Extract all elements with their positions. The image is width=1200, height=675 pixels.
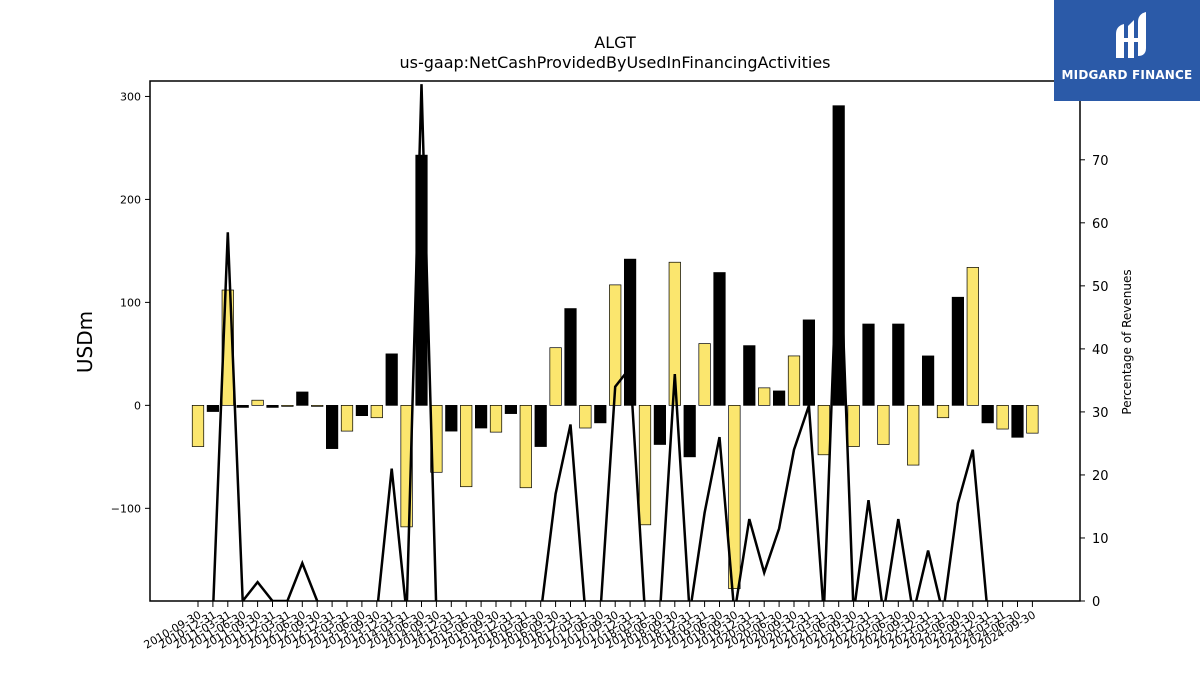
bar [534, 405, 547, 447]
bar [668, 261, 681, 406]
chart-title: ALGT [594, 33, 636, 52]
bar [445, 405, 458, 432]
bar [921, 355, 935, 406]
y-axis-ticks: −100 0 100 200 300 [111, 90, 150, 515]
bar [594, 405, 607, 424]
bar [966, 267, 979, 406]
bar [1026, 405, 1039, 434]
y-axis-label: USDm [73, 311, 97, 373]
bar [191, 405, 205, 447]
bar [251, 399, 264, 406]
bar [787, 355, 801, 406]
bar [266, 405, 279, 408]
bar [758, 387, 771, 406]
y2-axis-ticks: 0 10 20 30 40 50 60 70 [1080, 154, 1109, 610]
bar [400, 405, 413, 528]
bar [981, 405, 994, 424]
bar [713, 272, 726, 406]
bar [862, 323, 875, 406]
bar [847, 405, 860, 447]
bar [519, 405, 532, 489]
y2-tick-label: 60 [1092, 217, 1109, 232]
bar [743, 345, 756, 406]
y2-tick-label: 20 [1092, 469, 1109, 484]
logo-text: MIDGARD FINANCE [1061, 68, 1193, 82]
y-tick-label: 100 [120, 296, 141, 309]
bar [951, 296, 965, 406]
bar [996, 405, 1009, 430]
bar [296, 391, 309, 406]
y2-tick-label: 40 [1092, 343, 1109, 358]
y2-tick-label: 30 [1092, 406, 1109, 421]
bar [817, 405, 830, 456]
bar [489, 405, 503, 433]
bar [638, 405, 652, 526]
chart-subtitle: us-gaap:NetCashProvidedByUsedInFinancing… [399, 53, 830, 72]
y-tick-label: 0 [134, 399, 141, 412]
bar [1011, 405, 1024, 438]
y-tick-label: 200 [120, 193, 141, 206]
bar [579, 405, 592, 429]
bar [311, 405, 324, 407]
y-tick-label: 300 [120, 90, 141, 103]
bar [355, 405, 368, 417]
plot-frame [149, 80, 1081, 602]
bar [802, 319, 816, 406]
y2-tick-label: 50 [1092, 280, 1109, 295]
bar [698, 343, 711, 406]
bar [206, 405, 219, 412]
bar [340, 405, 354, 432]
y2-tick-label: 0 [1092, 595, 1100, 610]
bar [936, 405, 950, 419]
series-line [212, 84, 988, 601]
bar [460, 405, 473, 488]
bar [549, 347, 562, 406]
bar [236, 405, 249, 408]
bar [832, 105, 845, 406]
bar [564, 308, 577, 406]
bar [877, 405, 890, 445]
bar [504, 405, 517, 414]
bar [370, 405, 383, 419]
logo-mark-icon [1116, 12, 1146, 58]
bar [892, 323, 905, 406]
bar [728, 405, 741, 589]
bar [623, 258, 637, 406]
y2-axis-label: Percentage of Revenues [1120, 269, 1134, 414]
y-tick-label: −100 [111, 502, 141, 515]
percentage-line-series [212, 84, 988, 601]
bar [907, 405, 920, 466]
y2-tick-label: 10 [1092, 532, 1109, 547]
x-axis-ticks: 2010-09-302010-12-312011-03-312011-06-30… [142, 601, 1038, 652]
bar [281, 405, 294, 407]
midgard-finance-logo: MIDGARD FINANCE [1054, 0, 1200, 101]
bar [653, 405, 667, 445]
y2-tick-label: 70 [1092, 154, 1109, 169]
bar [475, 405, 488, 429]
bar [772, 390, 786, 406]
bar [683, 405, 696, 458]
bar [385, 353, 398, 406]
bar [326, 405, 339, 449]
bar-series [191, 105, 1039, 589]
